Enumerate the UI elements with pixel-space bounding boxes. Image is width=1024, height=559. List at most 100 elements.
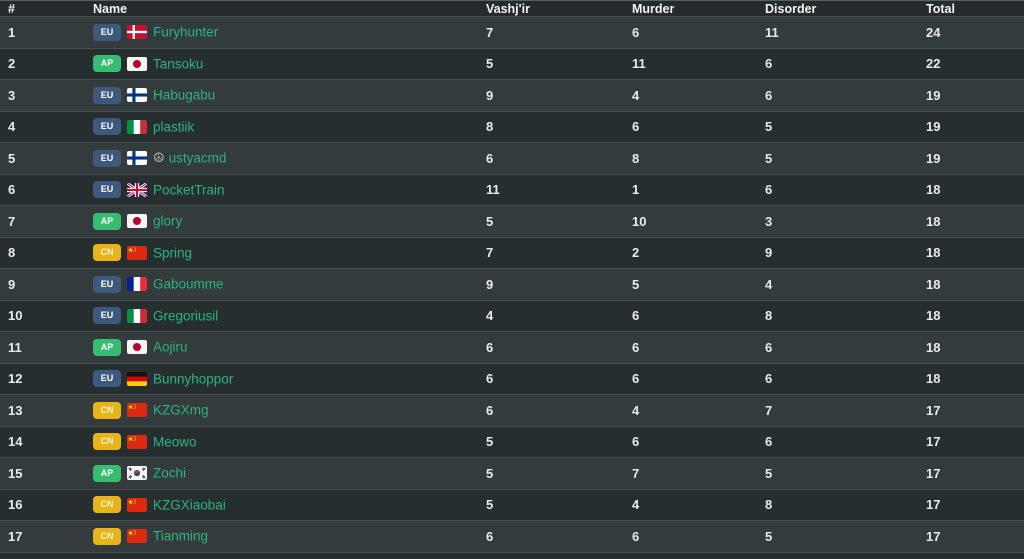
table-row: 1 EU Furyhunter 7 6 11 24 — [0, 16, 1024, 48]
player-name-link[interactable]: KZGXiaobai — [153, 497, 226, 513]
player-name-link[interactable]: Zochi — [153, 465, 187, 481]
player-name-link[interactable]: Tansoku — [153, 56, 204, 72]
vashjir-cell: 6 — [486, 528, 494, 544]
murder-cell: 6 — [632, 371, 640, 387]
region-badge-eu: EU — [93, 118, 121, 136]
flag-south-korea-icon — [127, 466, 147, 481]
player-name-link[interactable]: ustyacmd — [168, 150, 227, 166]
disorder-cell: 6 — [765, 182, 773, 198]
total-cell: 18 — [926, 245, 941, 261]
rank-cell: 1 — [8, 24, 16, 40]
name-cell: EU PocketTrain — [85, 174, 478, 206]
player-name-link[interactable]: PocketTrain — [153, 182, 225, 198]
table-row: 16 CN KZGXiaobai 5 4 8 17 — [0, 489, 1024, 521]
rank-cell: 12 — [8, 371, 23, 387]
player-name-link[interactable]: Meowo — [153, 434, 197, 450]
vashjir-cell: 7 — [486, 245, 494, 261]
vashjir-cell: 6 — [486, 402, 494, 418]
disorder-cell: 9 — [765, 245, 773, 261]
disorder-cell: 5 — [765, 150, 773, 166]
murder-cell: 4 — [632, 497, 640, 513]
vashjir-cell: 9 — [486, 87, 494, 103]
flag-japan-icon — [127, 340, 147, 355]
name-cell: CN KZGXmg — [85, 395, 478, 427]
table-row: 7 AP glory 5 10 3 18 — [0, 205, 1024, 237]
table-header: # Name Vashj'ir Murder Disorder Total — [0, 0, 1024, 17]
total-cell: 18 — [926, 339, 941, 355]
disorder-cell: 6 — [765, 371, 773, 387]
flag-france-icon — [127, 277, 147, 292]
flag-china-icon — [127, 529, 147, 544]
murder-cell: 5 — [632, 276, 640, 292]
murder-cell: 6 — [632, 24, 640, 40]
flag-china-icon — [127, 497, 147, 512]
murder-cell: 7 — [632, 465, 640, 481]
name-cell: EU Gaboumme — [85, 269, 478, 301]
name-cell: CN Spring — [85, 237, 478, 269]
vashjir-cell: 6 — [486, 371, 494, 387]
player-name-link[interactable]: Tianming — [153, 528, 209, 544]
player-name-link[interactable]: glory — [153, 213, 183, 229]
rank-cell: 6 — [8, 182, 16, 198]
region-badge-eu: EU — [93, 275, 121, 293]
flag-germany-icon — [127, 371, 147, 386]
leaderboard-body: 1 EU Furyhunter 7 6 11 2 4 2 AP Tansoku 5 11 6 22 3 EU Ha… — [0, 16, 1024, 553]
rank-cell: 17 — [8, 528, 23, 544]
player-name-link[interactable]: Spring — [153, 245, 193, 261]
name-cell: CN Meowo — [85, 426, 478, 458]
disorder-cell: 11 — [765, 24, 779, 40]
player-name-link[interactable]: Furyhunter — [153, 24, 219, 40]
table-row: 15 AP Zochi 5 7 5 17 — [0, 457, 1024, 490]
name-cell: CN KZGXiaobai — [85, 489, 478, 521]
name-cell: CN Tianming — [85, 521, 478, 553]
rank-cell: 10 — [8, 308, 23, 324]
rank-cell: 7 — [8, 213, 16, 229]
name-cell: EU plastiik — [85, 111, 478, 143]
total-cell: 17 — [926, 497, 941, 513]
rank-cell: 11 — [8, 339, 22, 355]
murder-cell: 4 — [632, 87, 640, 103]
total-cell: 18 — [926, 213, 941, 229]
region-badge-eu: EU — [93, 307, 121, 325]
name-cell: EU Gregoriusil — [85, 300, 478, 332]
player-name-link[interactable]: Habugabu — [153, 87, 216, 103]
player-name-link[interactable]: Aojiru — [153, 339, 188, 355]
header-total: Total — [926, 1, 955, 16]
vashjir-cell: 5 — [486, 213, 494, 229]
murder-cell: 10 — [632, 213, 647, 229]
disorder-cell: 8 — [765, 497, 773, 513]
region-badge-cn: CN — [93, 401, 121, 419]
player-name-link[interactable]: plastiik — [153, 119, 195, 135]
rank-cell: 3 — [8, 87, 16, 103]
table-row: 8 CN Spring 7 2 9 18 — [0, 237, 1024, 269]
table-row: 5 EU ☮ ustyacmd 6 8 5 19 — [0, 142, 1024, 174]
table-row: 2 AP Tansoku 5 11 6 22 — [0, 48, 1024, 80]
rank-cell: 2 — [8, 56, 16, 72]
total-cell: 18 — [926, 371, 941, 387]
vashjir-cell: 6 — [486, 150, 494, 166]
flag-united-kingdom-icon — [127, 182, 147, 197]
vashjir-cell: 9 — [486, 276, 494, 292]
flag-finland-icon — [127, 88, 147, 103]
header-row: # Name Vashj'ir Murder Disorder Total — [0, 0, 1024, 17]
rank-cell: 9 — [8, 276, 16, 292]
murder-cell: 6 — [632, 308, 640, 324]
flag-finland-icon — [127, 151, 147, 166]
murder-cell: 8 — [632, 150, 640, 166]
region-badge-ap: AP — [93, 338, 121, 356]
player-name-link[interactable]: KZGXmg — [153, 402, 209, 418]
player-name-link[interactable]: Gregoriusil — [153, 308, 219, 324]
disorder-cell: 5 — [765, 119, 773, 135]
header-rank: # — [8, 1, 15, 16]
disorder-cell: 7 — [765, 402, 773, 418]
name-cell: AP Zochi — [85, 458, 478, 490]
total-cell: 18 — [926, 276, 941, 292]
header-murder: Murder — [632, 1, 675, 16]
flag-italy-icon — [127, 308, 147, 323]
player-name-link[interactable]: Bunnyhoppor — [153, 371, 234, 387]
region-badge-eu: EU — [93, 370, 121, 388]
name-cell: EU Bunnyhoppor — [85, 363, 478, 395]
total-cell: 17 — [926, 528, 941, 544]
murder-cell: 2 — [632, 245, 640, 261]
player-name-link[interactable]: Gaboumme — [153, 276, 224, 292]
